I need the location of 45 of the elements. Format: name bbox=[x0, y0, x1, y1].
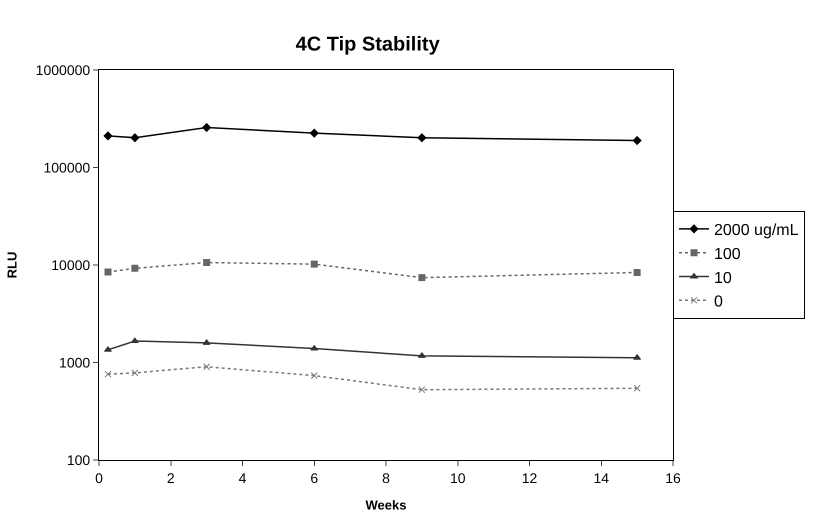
x-tick-label: 2 bbox=[166, 470, 175, 486]
legend-label: 2000 ug/mL bbox=[714, 222, 799, 240]
point bbox=[634, 268, 641, 276]
legend-label: 100 bbox=[714, 246, 741, 263]
legend-label: 0 bbox=[714, 294, 723, 311]
y-tick-label: 1000 bbox=[59, 354, 90, 370]
point bbox=[632, 136, 642, 145]
point bbox=[634, 384, 641, 392]
y-tick-label: 100 bbox=[66, 452, 90, 468]
x-tick-label: 14 bbox=[593, 470, 610, 486]
point bbox=[104, 268, 112, 276]
point bbox=[418, 352, 426, 358]
point bbox=[310, 260, 318, 268]
x-axis-title: Weeks bbox=[366, 497, 406, 512]
point bbox=[130, 338, 139, 344]
x-tick-label: 10 bbox=[450, 470, 466, 486]
point bbox=[131, 264, 138, 272]
point bbox=[203, 363, 210, 370]
y-tick-label: 10000 bbox=[51, 256, 90, 273]
x-tick-label: 12 bbox=[522, 470, 538, 486]
y-tick-label: 100000 bbox=[43, 159, 90, 176]
point bbox=[130, 133, 140, 142]
point bbox=[104, 370, 112, 378]
x-tick-label: 0 bbox=[95, 470, 104, 486]
point bbox=[104, 346, 112, 352]
point bbox=[310, 372, 318, 380]
y-tick-label: 1000000 bbox=[36, 62, 90, 78]
legend-label: 10 bbox=[714, 270, 732, 287]
point bbox=[203, 259, 210, 266]
x-tick-label: 16 bbox=[665, 470, 681, 486]
y-axis-title: RLU bbox=[4, 252, 20, 278]
point bbox=[633, 354, 642, 360]
point bbox=[310, 128, 319, 138]
point bbox=[202, 339, 211, 345]
point bbox=[131, 369, 138, 376]
chart-title: 4C Tip Stability bbox=[296, 34, 441, 56]
point bbox=[310, 345, 318, 351]
point bbox=[418, 386, 426, 394]
x-tick-label: 8 bbox=[382, 470, 390, 486]
x-tick-label: 4 bbox=[238, 470, 247, 486]
point bbox=[202, 123, 212, 132]
x-tick-label: 6 bbox=[310, 470, 318, 486]
point bbox=[104, 131, 112, 140]
point bbox=[418, 274, 426, 282]
point bbox=[417, 133, 426, 142]
